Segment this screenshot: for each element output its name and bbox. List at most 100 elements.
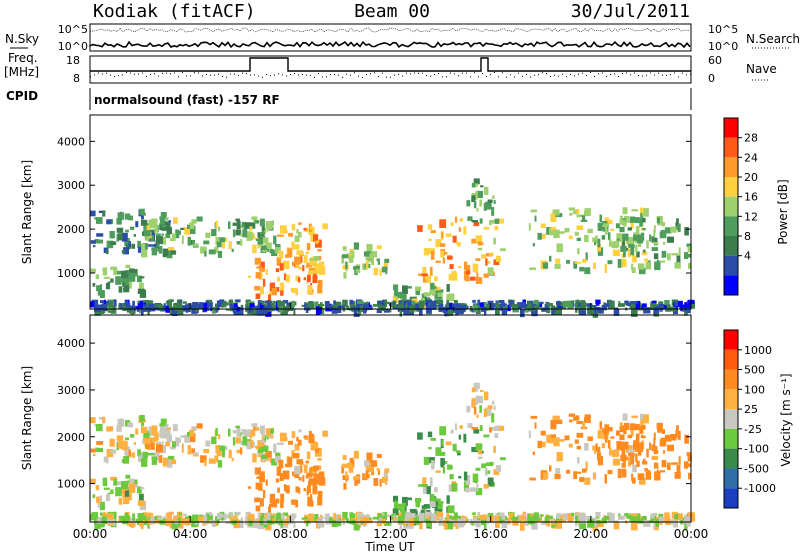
velocity-echo-cell: [664, 512, 670, 520]
velocity-echo-cell: [373, 478, 379, 486]
power-echo-cell: [533, 299, 539, 307]
velocity-echo-cell: [651, 444, 654, 452]
power-echo-cell: [139, 208, 145, 215]
power-echo-cell: [229, 303, 234, 309]
velocity-echo-cell: [366, 452, 373, 462]
power-echo-cell: [481, 302, 487, 309]
velocity-echo-cell: [436, 498, 441, 503]
nave-point: [346, 73, 347, 75]
power-echo-cell: [295, 275, 300, 282]
power-echo-cell: [96, 233, 104, 237]
velocity-echo-cell: [629, 513, 636, 523]
power-echo-cell: [527, 301, 531, 308]
power-echo-cell: [294, 235, 300, 243]
power-echo-cell: [298, 277, 301, 283]
velocity-echo-cell: [639, 425, 643, 435]
power-echo-cell: [434, 276, 438, 282]
power-echo-cell: [473, 200, 477, 209]
power-echo-cell: [342, 299, 348, 307]
velocity-echo-cell: [579, 520, 586, 530]
power-echo-cell: [472, 263, 479, 272]
velocity-echo-cell: [103, 487, 110, 490]
power-echo-cell: [653, 241, 659, 245]
velocity-echo-cell: [576, 421, 584, 425]
velocity-echo-cell: [653, 450, 659, 454]
power-echo-cell: [584, 208, 591, 216]
velocity-echo-cell: [131, 521, 134, 528]
power-echo-cell: [255, 237, 259, 240]
velocity-echo-cell: [616, 446, 622, 450]
power-echo-cell: [657, 222, 664, 226]
power-echo-cell: [603, 223, 609, 227]
velocity-echo-cell: [435, 470, 441, 473]
power-echo-cell: [690, 301, 695, 309]
velocity-echo-cell: [272, 513, 276, 516]
power-echo-cell: [377, 301, 385, 307]
nave-point: [654, 74, 655, 76]
power-echo-cell: [624, 216, 630, 223]
velocity-echo-cell: [476, 395, 483, 404]
nave-point: [254, 74, 255, 76]
velocity-echo-cell: [280, 500, 284, 508]
power-echo-cell: [126, 302, 131, 308]
power-echo-cell: [169, 238, 176, 241]
power-echo-cell: [636, 234, 644, 244]
velocity-echo-cell: [529, 477, 536, 481]
velocity-echo-cell: [573, 416, 577, 421]
power-echo-cell: [232, 222, 237, 226]
power-echo-cell: [390, 301, 394, 307]
power-echo-cell: [235, 299, 241, 303]
velocity-echo-cell: [129, 478, 135, 484]
velocity-echo-cell: [159, 516, 163, 525]
power-echo-cell: [556, 243, 563, 253]
velocity-echo-cell: [121, 440, 128, 451]
velocity-echo-cell: [142, 451, 148, 459]
velocity-echo-cell: [253, 424, 257, 431]
velocity-echo-cell: [149, 437, 156, 442]
power-echo-cell: [303, 228, 307, 231]
nave-point: [294, 73, 295, 75]
velocity-echo-cell: [122, 516, 129, 525]
velocity-echo-cell: [285, 485, 290, 494]
velocity-echo-cell: [128, 449, 131, 457]
power-echo-cell: [541, 307, 548, 312]
velocity-echo-cell: [671, 462, 679, 465]
power-echo-cell: [151, 247, 157, 256]
nave-point: [594, 75, 595, 77]
power-echo-cell: [147, 244, 155, 247]
velocity-echo-cell: [684, 434, 689, 444]
velocity-echo-cell: [161, 441, 164, 444]
power-echo-cell: [419, 309, 423, 316]
power-echo-cell: [282, 260, 290, 270]
velocity-echo-cell: [607, 513, 615, 522]
power-echo-cell: [259, 218, 265, 227]
nave-point: [306, 74, 307, 76]
power-ytick-label: 3000: [57, 179, 85, 192]
nave-point: [110, 74, 111, 76]
power-echo-cell: [154, 246, 161, 252]
velocity-echo-cell: [259, 440, 265, 443]
velocity-echo-cell: [553, 519, 559, 526]
power-echo-cell: [249, 226, 253, 231]
velocity-echo-cell: [404, 515, 408, 524]
power-echo-cell: [527, 303, 535, 312]
power-echo-cell: [408, 286, 412, 289]
power-echo-cell: [298, 222, 302, 225]
power-echo-cell: [612, 249, 620, 256]
power-echo-cell: [256, 266, 263, 269]
power-echo-cell: [489, 220, 492, 226]
velocity-echo-cell: [517, 514, 522, 522]
velocity-echo-cell: [145, 517, 152, 524]
velocity-echo-cell: [466, 405, 471, 413]
power-echo-cell: [423, 248, 430, 256]
power-echo-cell: [576, 237, 581, 241]
velocity-echo-cell: [625, 445, 633, 449]
velocity-echo-cell: [475, 443, 483, 451]
velocity-echo-cell: [282, 512, 289, 517]
power-echo-cell: [656, 304, 659, 307]
velocity-echo-cell: [483, 408, 487, 418]
power-echo-cell: [317, 249, 322, 252]
power-echo-cell: [639, 219, 645, 222]
velocity-echo-cell: [278, 459, 284, 469]
velocity-echo-cell: [642, 435, 646, 439]
